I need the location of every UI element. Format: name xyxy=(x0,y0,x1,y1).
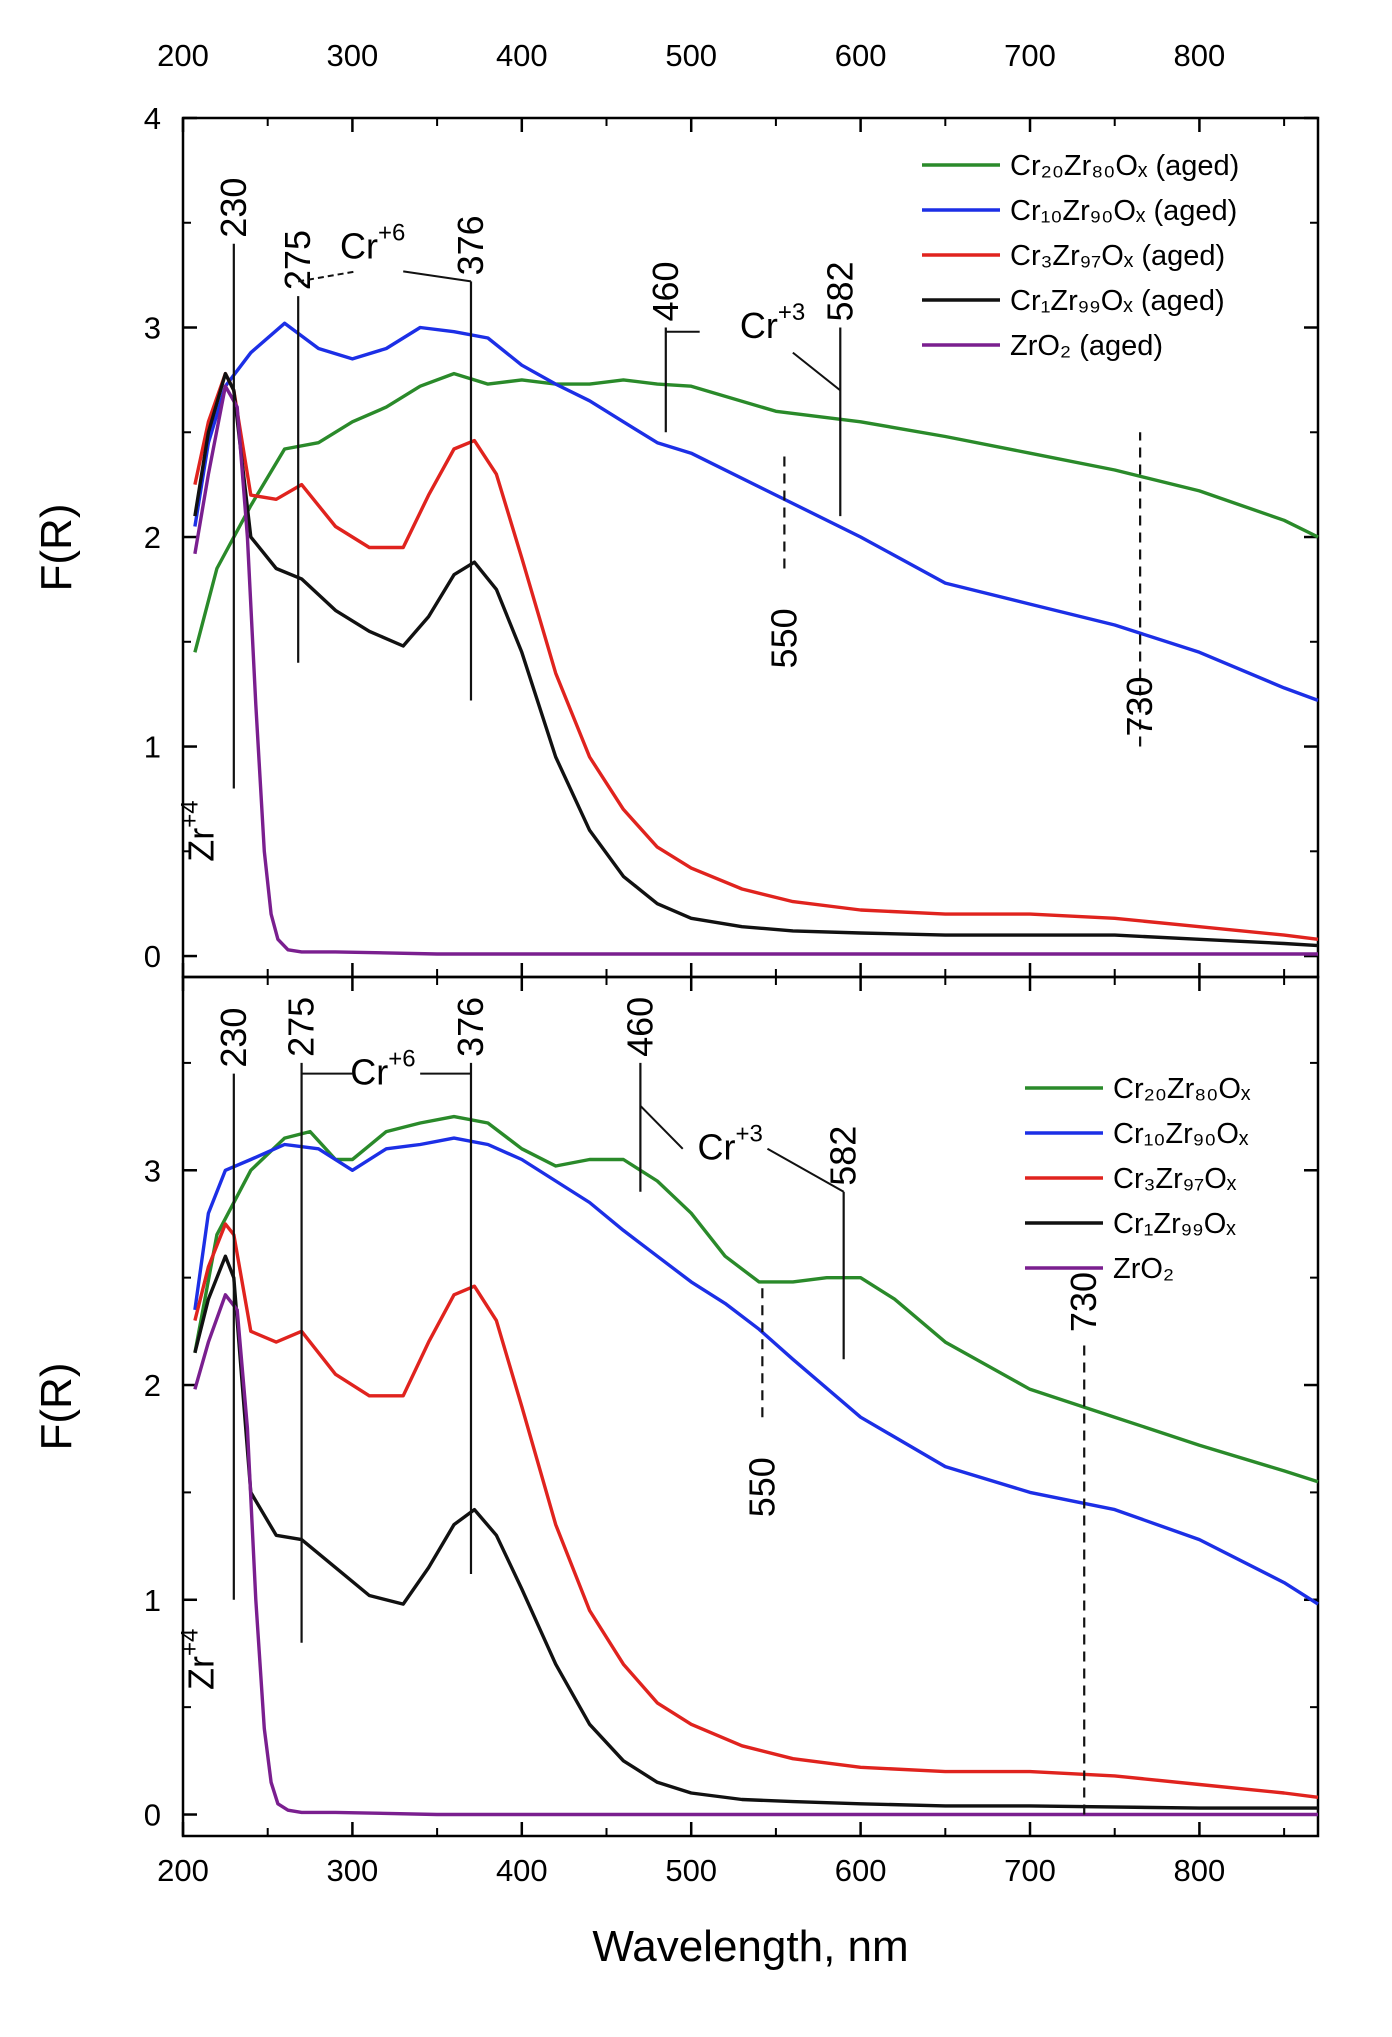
panel-bottom-xlabel: Wavelength, nm xyxy=(592,1922,908,1971)
panel-bottom-legend-label-4: ZrO₂ xyxy=(1113,1253,1174,1285)
panel-top-ylabel: F(R) xyxy=(32,504,81,592)
panel-bottom-series-line-3 xyxy=(193,1254,1318,1810)
panel-top-annotation-label-730: 730 xyxy=(1119,676,1160,736)
panel-bottom-series-line-0 xyxy=(193,1114,1319,1484)
panel-bottom-annotation-label-730: 730 xyxy=(1063,1272,1104,1332)
panel-bottom-xtick-label: 500 xyxy=(665,1853,717,1888)
panel-bottom-zr4-label: Zr+4 xyxy=(176,1629,221,1690)
panel-bottom-xtick-label: 400 xyxy=(496,1853,548,1888)
panel-top-series-line-3 xyxy=(193,371,1319,948)
panel-bottom-xtick-label: 700 xyxy=(1004,1853,1056,1888)
panel-top-legend-label-2: Cr₃Zr₉₇Oₓ (aged) xyxy=(1010,240,1225,272)
panel-top-annotation-label-582: 582 xyxy=(819,261,860,321)
panel-bottom-frame xyxy=(181,975,1320,1838)
panel-bottom-xtick-label: 800 xyxy=(1174,1853,1226,1888)
panel-top-cr6-label: Cr+6 xyxy=(340,219,405,266)
panel-bottom-legend-label-2: Cr₃Zr₉₇Oₓ xyxy=(1113,1163,1237,1195)
panel-top-series-line-2 xyxy=(193,371,1319,941)
panel-bottom-xtick-label: 600 xyxy=(835,1853,887,1888)
panel-bottom-ytick-label: 2 xyxy=(144,1368,161,1403)
panel-bottom-ytick-label: 0 xyxy=(144,1798,161,1833)
panel-top-zr4-label: Zr+4 xyxy=(176,800,221,861)
panel-top-annotation-label-275: 275 xyxy=(277,230,318,290)
panel-top-annotation-label-376: 376 xyxy=(450,215,491,275)
panel-bottom-annotation-label-550: 550 xyxy=(741,1457,782,1517)
panel-bottom-cr6-label: Cr+6 xyxy=(350,1045,415,1092)
panel-top-top-xtick-label: 500 xyxy=(665,38,717,73)
panel-top-annotation-label-230: 230 xyxy=(213,178,254,238)
panel-top-top-xtick-label: 700 xyxy=(1004,38,1056,73)
panel-bottom-annotation-label-460: 460 xyxy=(619,997,660,1057)
panel-top-top-xtick-label: 600 xyxy=(835,38,887,73)
panel-top-series-line-0 xyxy=(193,371,1319,653)
panel-top-top-xtick-label: 800 xyxy=(1174,38,1226,73)
panel-bottom-cr3-label: Cr+3 xyxy=(697,1121,762,1168)
panel-top-cr3-arrow-right xyxy=(792,351,841,392)
panel-top-legend-label-3: Cr₁Zr₉₉Oₓ (aged) xyxy=(1010,285,1225,317)
panel-bottom-annotation-label-230: 230 xyxy=(213,1008,254,1068)
panel-bottom-series-line-1 xyxy=(193,1136,1319,1606)
panel-top-top-xtick-label: 200 xyxy=(157,38,209,73)
panel-top-top-xtick-label: 300 xyxy=(327,38,379,73)
panel-top-series-line-1 xyxy=(193,321,1319,702)
panel-bottom-cr3-arrow-left xyxy=(639,1105,684,1150)
panel-top-legend-label-1: Cr₁₀Zr₉₀Oₓ (aged) xyxy=(1010,195,1237,227)
panel-bottom-xtick-label: 300 xyxy=(327,1853,379,1888)
panel-top-ytick-label: 0 xyxy=(144,939,161,974)
panel-bottom-annotation-label-582: 582 xyxy=(823,1126,864,1186)
panel-top-legend-label-4: ZrO₂ (aged) xyxy=(1010,330,1163,362)
panel-bottom-series-line-2 xyxy=(193,1222,1319,1799)
panel-bottom-annotation-label-275: 275 xyxy=(281,997,322,1057)
panel-top-ytick-label: 2 xyxy=(144,520,161,555)
panel-top-top-xtick-label: 400 xyxy=(496,38,548,73)
panel-top-ytick-label: 3 xyxy=(144,311,161,346)
panel-top-annotation-label-460: 460 xyxy=(645,261,686,321)
panel-top-ytick-label: 1 xyxy=(144,730,161,765)
panel-bottom-ytick-label: 3 xyxy=(144,1153,161,1188)
panel-bottom-series-line-4 xyxy=(193,1293,1318,1817)
panel-bottom-ylabel: F(R) xyxy=(32,1363,81,1451)
panel-bottom-legend-label-0: Cr₂₀Zr₈₀Oₓ xyxy=(1113,1073,1251,1105)
panel-top-series-line-4 xyxy=(193,384,1318,956)
panel-top-cr6-arrow-right xyxy=(403,270,472,283)
panel-top-cr3-label: Cr+3 xyxy=(740,299,805,346)
panel-bottom-annotation-label-376: 376 xyxy=(450,997,491,1057)
panel-top-ytick-label: 4 xyxy=(144,101,161,136)
panel-bottom-legend-label-1: Cr₁₀Zr₉₀Oₓ xyxy=(1113,1118,1249,1150)
panel-bottom-ytick-label: 1 xyxy=(144,1583,161,1618)
panel-top-annotation-label-550: 550 xyxy=(763,608,804,668)
panel-bottom-legend-label-3: Cr₁Zr₉₉Oₓ xyxy=(1113,1208,1236,1240)
panel-bottom-cr3-arrow-right xyxy=(766,1147,845,1193)
panel-bottom-xtick-label: 200 xyxy=(157,1853,209,1888)
panel-top-legend-label-0: Cr₂₀Zr₈₀Oₓ (aged) xyxy=(1010,150,1239,182)
